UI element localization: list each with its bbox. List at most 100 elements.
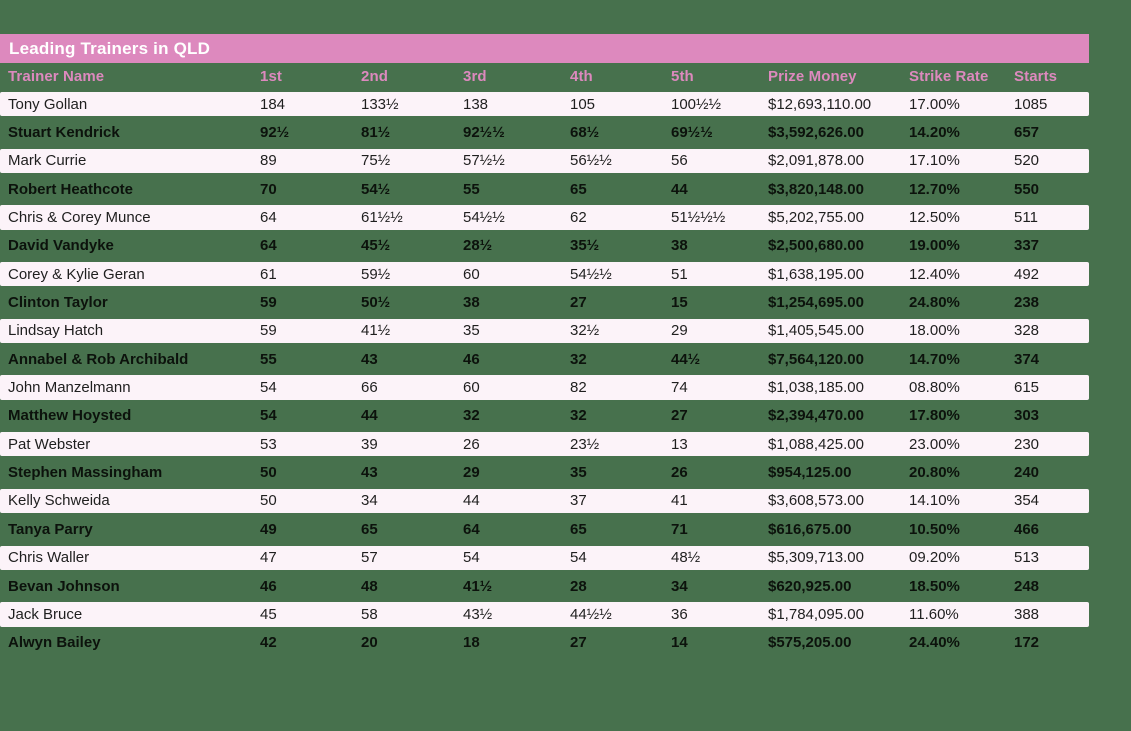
- cell-starts: 657: [1014, 124, 1040, 142]
- column-header-prize-money: Prize Money: [768, 68, 857, 85]
- cell-5th: 44: [671, 180, 688, 198]
- table-row: Mark Currie 89 75½ 57½½ 56½½ 56 $2,091,878.00 1…: [0, 148, 1089, 174]
- cell-1st: 92½: [260, 124, 290, 142]
- cell-prize-money: $3,608,573.00: [768, 492, 864, 510]
- cell-prize-money: $5,309,713.00: [768, 549, 864, 567]
- cell-4th: 68½: [570, 124, 600, 142]
- cell-3rd: 54½½: [463, 209, 505, 227]
- cell-starts: 303: [1014, 407, 1040, 425]
- cell-starts: 172: [1014, 634, 1040, 652]
- cell-1st: 50: [260, 464, 277, 482]
- cell-2nd: 43: [361, 350, 378, 368]
- cell-3rd: 54: [463, 549, 480, 567]
- cell-5th: 69½½: [671, 124, 713, 142]
- table-row: Jack Bruce 45 58 43½ 44½½ 36 $1,784,095.00 11.6…: [0, 602, 1089, 627]
- cell-3rd: 64: [463, 520, 480, 538]
- column-header-2nd: 2nd: [361, 68, 388, 85]
- cell-2nd: 61½½: [361, 209, 403, 227]
- cell-strike-rate: 12.70%: [909, 180, 960, 198]
- cell-4th: 44½½: [570, 605, 612, 623]
- column-header-strike-rate: Strike Rate: [909, 68, 989, 85]
- cell-4th: 23½: [570, 435, 600, 453]
- cell-4th: 56½½: [570, 152, 612, 170]
- cell-starts: 466: [1014, 520, 1040, 538]
- cell-1st: 54: [260, 379, 277, 397]
- cell-starts: 388: [1014, 605, 1040, 623]
- cell-2nd: 34: [361, 492, 378, 510]
- trainer-name: Matthew Hoysted: [8, 407, 132, 425]
- cell-3rd: 41½: [463, 577, 493, 595]
- cell-2nd: 81½: [361, 124, 391, 142]
- cell-5th: 100½½: [671, 95, 722, 113]
- cell-1st: 184: [260, 95, 286, 113]
- cell-strike-rate: 19.00%: [909, 237, 960, 255]
- cell-1st: 45: [260, 605, 277, 623]
- cell-4th: 65: [570, 520, 587, 538]
- cell-5th: 41: [671, 492, 688, 510]
- cell-5th: 13: [671, 435, 688, 453]
- cell-5th: 71: [671, 520, 688, 538]
- table-row: Lindsay Hatch 59 41½ 35 32½ 29 $1,405,545.00 18…: [0, 318, 1089, 344]
- table-row: Chris & Corey Munce 64 61½½ 54½½ 62 51½½½ $5,2…: [0, 205, 1089, 230]
- table-row: Bevan Johnson 46 48 41½ 28 34 $620,925.00 18.50…: [0, 572, 1089, 600]
- leading-trainers-table: Leading Trainers in QLD Trainer Name 1st 2…: [0, 34, 1089, 657]
- cell-4th: 35: [570, 464, 587, 482]
- column-header-1st: 1st: [260, 68, 282, 85]
- cell-prize-money: $575,205.00: [768, 634, 852, 652]
- cell-3rd: 92½½: [463, 124, 505, 142]
- cell-prize-money: $2,091,878.00: [768, 152, 864, 170]
- cell-5th: 38: [671, 237, 688, 255]
- trainer-name: Tony Gollan: [8, 95, 88, 113]
- cell-1st: 50: [260, 492, 277, 510]
- cell-strike-rate: 14.70%: [909, 350, 960, 368]
- cell-2nd: 43: [361, 464, 378, 482]
- cell-starts: 240: [1014, 464, 1040, 482]
- cell-prize-money: $3,820,148.00: [768, 180, 864, 198]
- cell-4th: 27: [570, 294, 587, 312]
- column-header-4th: 4th: [570, 68, 593, 85]
- cell-3rd: 46: [463, 350, 480, 368]
- cell-starts: 374: [1014, 350, 1040, 368]
- cell-4th: 32: [570, 350, 587, 368]
- cell-starts: 1085: [1014, 95, 1048, 113]
- cell-1st: 59: [260, 322, 277, 340]
- cell-3rd: 28½: [463, 237, 493, 255]
- cell-3rd: 43½: [463, 605, 493, 623]
- cell-2nd: 48: [361, 577, 378, 595]
- table-row: Tanya Parry 49 65 64 65 71 $616,675.00 10.50% 46…: [0, 515, 1089, 543]
- trainer-name: Jack Bruce: [8, 605, 83, 623]
- cell-4th: 62: [570, 209, 587, 227]
- table-row: Corey & Kylie Geran 61 59½ 60 54½½ 51 $1,638,1…: [0, 262, 1089, 287]
- table-row: Annabel & Rob Archibald 55 43 46 32 44½ $7,564…: [0, 345, 1089, 373]
- table-row: Robert Heathcote 70 54½ 55 65 44 $3,820,148.00…: [0, 175, 1089, 203]
- cell-1st: 64: [260, 209, 277, 227]
- cell-4th: 82: [570, 379, 587, 397]
- cell-1st: 49: [260, 520, 277, 538]
- cell-1st: 42: [260, 634, 277, 652]
- cell-starts: 513: [1014, 549, 1040, 567]
- cell-starts: 550: [1014, 180, 1040, 198]
- cell-2nd: 50½: [361, 294, 391, 312]
- cell-starts: 328: [1014, 322, 1040, 340]
- cell-strike-rate: 23.00%: [909, 435, 960, 453]
- cell-5th: 36: [671, 605, 688, 623]
- cell-5th: 74: [671, 379, 688, 397]
- cell-prize-money: $620,925.00: [768, 577, 852, 595]
- cell-2nd: 20: [361, 634, 378, 652]
- trainer-name: Chris & Corey Munce: [8, 209, 151, 227]
- cell-starts: 354: [1014, 492, 1040, 510]
- cell-starts: 337: [1014, 237, 1040, 255]
- cell-1st: 61: [260, 265, 277, 283]
- cell-2nd: 54½: [361, 180, 391, 198]
- cell-prize-money: $7,564,120.00: [768, 350, 864, 368]
- table-row: Stuart Kendrick 92½ 81½ 92½½ 68½ 69½½ $3,592,6…: [0, 118, 1089, 146]
- cell-3rd: 35: [463, 322, 480, 340]
- trainer-name: John Manzelmann: [8, 379, 131, 397]
- trainer-name: Pat Webster: [8, 435, 91, 453]
- cell-2nd: 57: [361, 549, 378, 567]
- cell-1st: 53: [260, 435, 277, 453]
- trainer-name: Clinton Taylor: [8, 294, 108, 312]
- cell-2nd: 44: [361, 407, 378, 425]
- cell-prize-money: $1,638,195.00: [768, 265, 864, 283]
- cell-3rd: 138: [463, 95, 489, 113]
